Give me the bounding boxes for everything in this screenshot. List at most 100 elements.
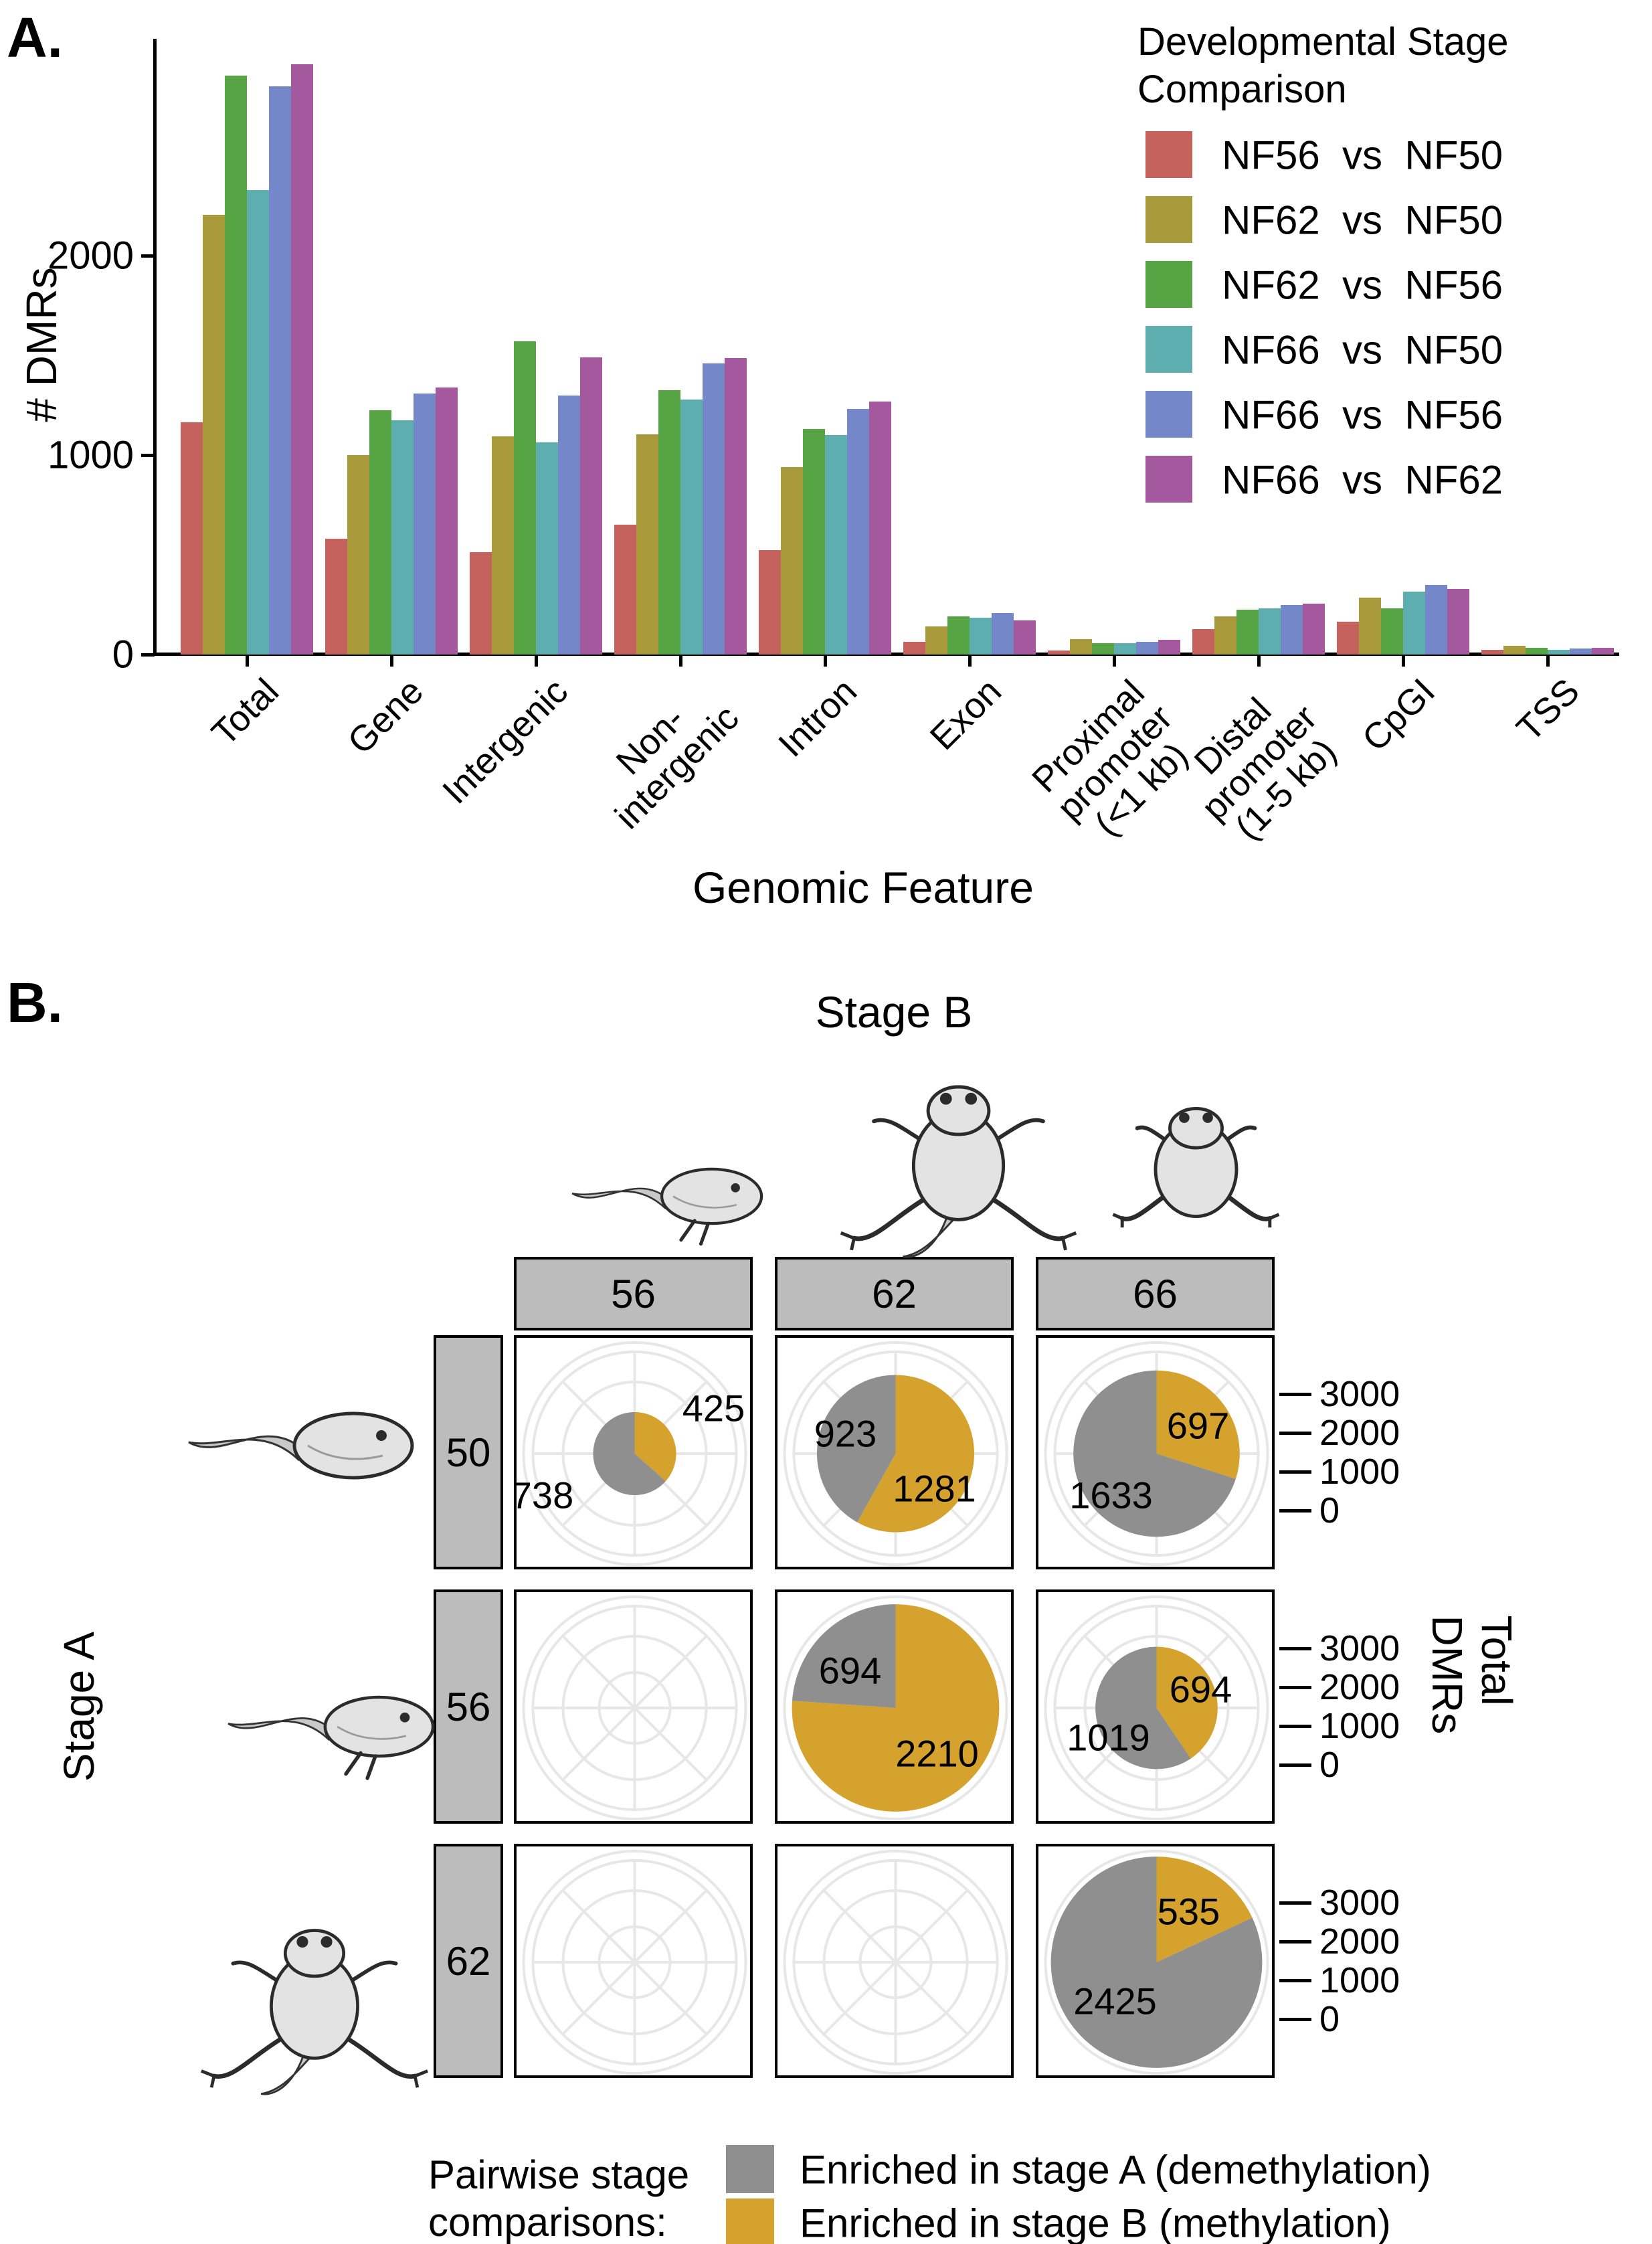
bar-nf62-vs-nf50-0 (203, 215, 225, 655)
bar-nf66-vs-nf62-7 (1303, 604, 1325, 655)
bar-nf56-vs-nf50-5 (903, 642, 925, 655)
radial-tick-label: 3000 (1319, 1628, 1400, 1668)
col-header-62: 62 (775, 1257, 1014, 1330)
pie-66-vs-62 (1050, 1857, 1263, 2068)
bar-nf62-vs-nf50-6 (1070, 639, 1092, 655)
bar-nf66-vs-nf50-0 (247, 190, 269, 655)
y-tick-label: 0 (112, 632, 134, 677)
legend-label-3: NF62 vs NF56 (1222, 262, 1503, 308)
bar-nf66-vs-nf50-7 (1259, 608, 1281, 655)
pairwise-legend-intro: Pairwise stage comparisons: (428, 2152, 689, 2244)
x-tick-mark (390, 655, 393, 667)
radial-tick-mark (1279, 1647, 1311, 1650)
pie-value-orange: 2210 (895, 1732, 979, 1775)
legend-swatch-1 (1145, 131, 1192, 178)
bar-nf56-vs-nf50-3 (614, 525, 636, 655)
bar-nf66-vs-nf50-6 (1114, 643, 1136, 655)
tadpole-legs-nf56-icon (227, 1695, 435, 1780)
bar-nf66-vs-nf62-2 (580, 357, 602, 655)
stage-b-enriched-swatch (726, 2198, 774, 2244)
x-tick-mark (679, 655, 682, 667)
bar-nf66-vs-nf50-4 (825, 435, 847, 655)
bar-nf66-vs-nf62-9 (1592, 648, 1614, 655)
bar-nf62-vs-nf50-4 (781, 467, 803, 655)
x-category-label: Gene (340, 671, 432, 762)
bar-nf56-vs-nf50-8 (1337, 622, 1359, 655)
pairwise-legend-intro-line1: Pairwise stage (428, 2152, 690, 2197)
radial-tick-mark (1279, 1509, 1311, 1513)
legend-label-4: NF66 vs NF50 (1222, 327, 1503, 373)
legend-label-6: NF66 vs NF62 (1222, 457, 1503, 503)
legend-label-1: NF56 vs NF50 (1222, 133, 1503, 178)
pie-cell-56-66: 1019 694 (1036, 1589, 1275, 1824)
bar-nf62-vs-nf50-8 (1359, 598, 1381, 655)
froglet-tail-nf62-icon (201, 1929, 428, 2095)
polar-grid-icon (522, 1595, 747, 1820)
bar-nf66-vs-nf56-4 (847, 409, 869, 655)
bar-nf62-vs-nf50-7 (1214, 616, 1236, 655)
bar-nf56-vs-nf50-4 (759, 550, 781, 655)
pie-cell-62-62 (775, 1844, 1014, 2078)
pie-value-orange: 697 (1166, 1404, 1230, 1447)
frog-nf66-icon (1112, 1107, 1280, 1228)
bar-nf66-vs-nf56-5 (992, 613, 1014, 655)
tadpole-nf50-icon (188, 1411, 414, 1480)
y-tick-mark (141, 454, 155, 457)
col-header-66: 66 (1036, 1257, 1275, 1330)
legend-swatch-6 (1145, 456, 1192, 503)
pie-value-gray: 694 (818, 1649, 882, 1692)
pie-slice-stage-b (1156, 1646, 1218, 1759)
pie-56-vs-50 (593, 1411, 676, 1496)
bar-nf62-vs-nf56-3 (658, 390, 680, 655)
x-category-label: CpGI (1354, 671, 1443, 760)
x-tick-mark (1257, 655, 1261, 667)
x-tick-mark (535, 655, 538, 667)
pie-cell-62-66: 2425 535 (1036, 1844, 1275, 2078)
radial-tick-label: 2000 (1319, 1921, 1400, 1962)
bar-nf66-vs-nf56-0 (269, 86, 291, 655)
x-category-label: TSS (1509, 671, 1588, 750)
pie-cell-50-66: 1633 697 (1036, 1335, 1275, 1569)
pie-66-vs-50 (1073, 1370, 1240, 1537)
stage-a-title: Stage A (55, 1631, 103, 1782)
pie-cell-62-56 (514, 1844, 753, 2078)
legend-title-line1: Developmental Stage (1137, 20, 1509, 64)
radial-tick-mark (1279, 2018, 1311, 2021)
bar-nf66-vs-nf56-1 (414, 394, 436, 655)
bar-nf62-vs-nf50-9 (1503, 646, 1526, 655)
bar-nf66-vs-nf56-2 (558, 396, 580, 655)
bar-nf66-vs-nf50-9 (1548, 650, 1570, 655)
x-tick-mark (1402, 655, 1405, 667)
radial-tick-mark (1279, 1470, 1311, 1474)
pie-cell-56-56 (514, 1589, 753, 1824)
col-header-56: 56 (514, 1257, 753, 1330)
y-tick-label: 2000 (47, 234, 134, 278)
x-tick-mark (824, 655, 827, 667)
x-tick-mark (246, 655, 249, 667)
bar-nf66-vs-nf62-3 (725, 358, 747, 655)
x-tick-mark (1113, 655, 1116, 667)
pie-slice-stage-b (1156, 1370, 1240, 1479)
y-axis-line (153, 39, 157, 656)
y-tick-mark (141, 254, 155, 258)
pie-value-orange: 694 (1169, 1668, 1232, 1711)
radial-tick-label: 3000 (1319, 1883, 1400, 1923)
bar-nf66-vs-nf50-3 (680, 400, 703, 655)
radial-tick-mark (1279, 1763, 1311, 1767)
stage-a-enriched-swatch (726, 2145, 774, 2193)
bar-nf66-vs-nf56-8 (1425, 585, 1447, 655)
bar-nf62-vs-nf56-6 (1092, 643, 1114, 655)
pie-value-gray: 2425 (1073, 1980, 1157, 2022)
stage-b-title: Stage B (815, 987, 973, 1037)
bar-nf66-vs-nf62-6 (1158, 640, 1180, 655)
radial-tick-label: 0 (1319, 1745, 1340, 1785)
bar-nf56-vs-nf50-6 (1048, 651, 1070, 655)
pie-value-orange: 1281 (893, 1467, 976, 1510)
bar-nf56-vs-nf50-2 (470, 552, 492, 655)
pie-cell-56-62: 694 2210 (775, 1589, 1014, 1824)
tadpole-legs-nf56-icon (571, 1167, 763, 1246)
x-category-label: Intergenic (434, 671, 576, 812)
pie-slice-stage-a (1095, 1646, 1191, 1770)
pie-62-vs-56 (792, 1604, 1000, 1812)
radial-tick-label: 0 (1319, 1999, 1340, 2039)
